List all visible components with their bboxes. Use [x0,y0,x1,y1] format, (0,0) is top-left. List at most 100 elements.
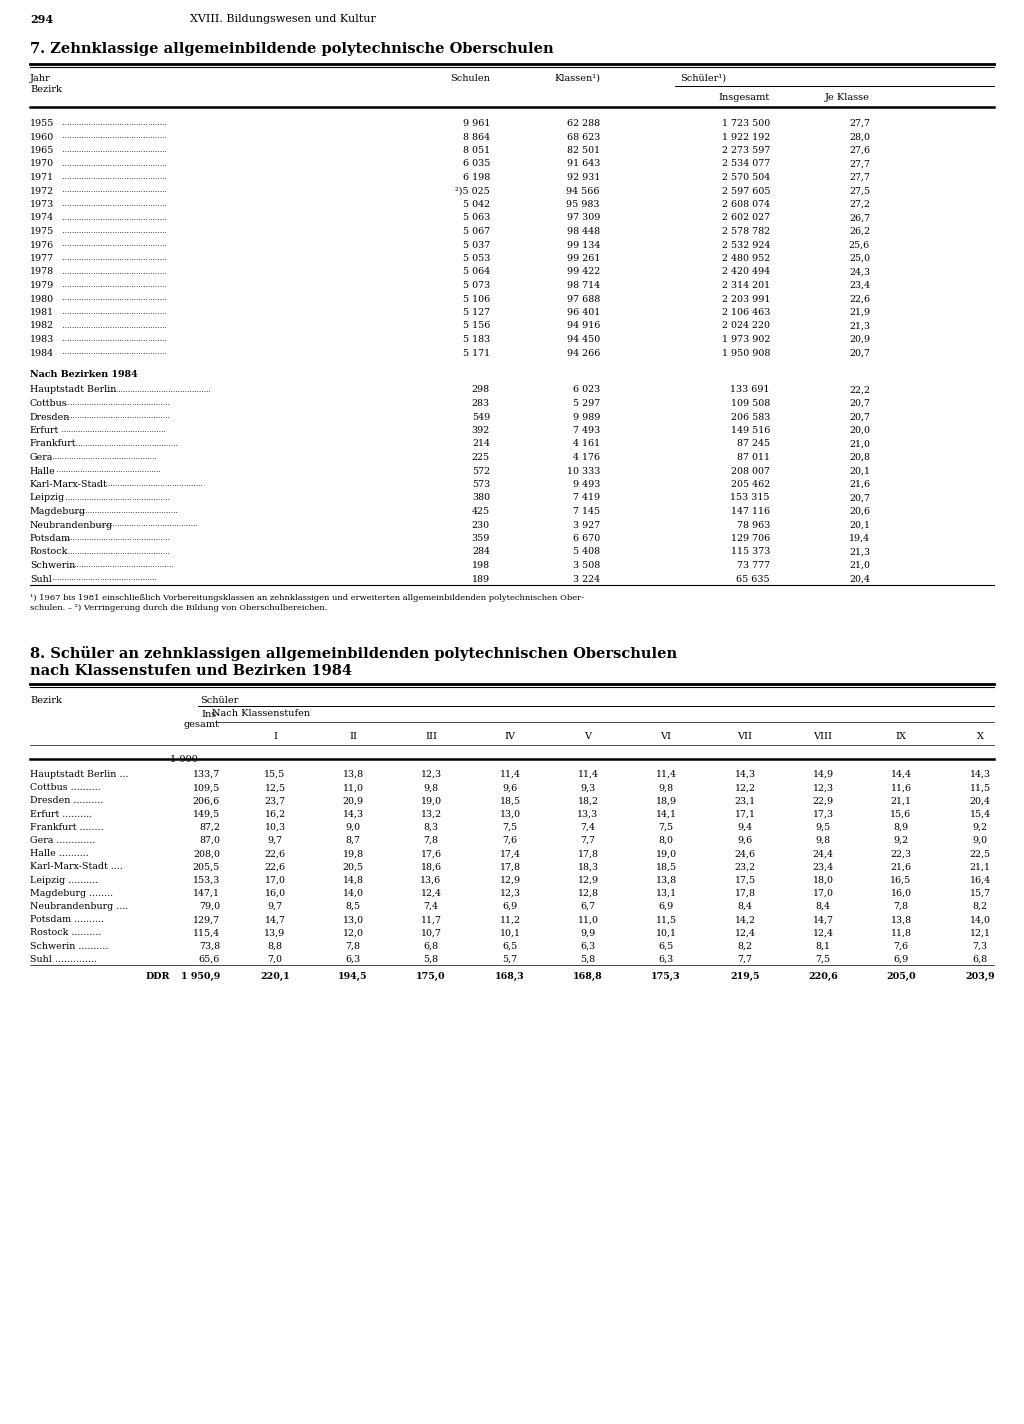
Text: 147 116: 147 116 [731,507,770,515]
Text: 20,7: 20,7 [849,399,870,409]
Text: 1977: 1977 [30,253,54,263]
Text: 1 723 500: 1 723 500 [722,120,770,128]
Text: 153 315: 153 315 [730,494,770,503]
Text: ............................................: ........................................… [60,159,167,168]
Text: 27,7: 27,7 [849,172,870,182]
Text: 9,8: 9,8 [424,783,438,792]
Text: 11,0: 11,0 [578,916,598,924]
Text: Karl-Marx-Stadt: Karl-Marx-Stadt [30,480,108,488]
Text: 194,5: 194,5 [338,973,368,981]
Text: 9,6: 9,6 [503,783,517,792]
Text: 12,3: 12,3 [500,889,520,897]
Text: 18,5: 18,5 [655,863,677,871]
Text: 22,6: 22,6 [264,863,286,871]
Text: 7,8: 7,8 [345,941,360,951]
Text: 9 493: 9 493 [572,480,600,488]
Text: 5 042: 5 042 [463,199,490,209]
Text: schulen. – ²) Verringerung durch die Bildung von Oberschulbereichen.: schulen. – ²) Verringerung durch die Bil… [30,604,328,612]
Text: Suhl ..............: Suhl .............. [30,956,97,964]
Text: 15,4: 15,4 [970,810,990,819]
Text: Dresden ..........: Dresden .......... [30,796,103,806]
Text: 94 450: 94 450 [566,335,600,345]
Text: 12,1: 12,1 [970,928,990,937]
Text: 22,9: 22,9 [812,796,834,806]
Text: 109 508: 109 508 [731,399,770,409]
Text: 8,7: 8,7 [345,836,360,844]
Text: 24,6: 24,6 [734,849,756,859]
Text: 21,6: 21,6 [891,863,911,871]
Text: 206,6: 206,6 [193,796,220,806]
Text: 19,0: 19,0 [421,796,441,806]
Text: 5 064: 5 064 [463,268,490,276]
Text: 573: 573 [472,480,490,488]
Text: 9,5: 9,5 [815,823,830,832]
Text: 7,5: 7,5 [503,823,517,832]
Text: ............................................: ........................................… [95,480,203,488]
Text: 5 073: 5 073 [463,281,490,290]
Text: 5,8: 5,8 [424,956,438,964]
Text: 1974: 1974 [30,214,54,222]
Text: 1976: 1976 [30,241,54,249]
Text: Karl-Marx-Stadt ....: Karl-Marx-Stadt .... [30,863,123,871]
Text: 12,9: 12,9 [578,876,599,884]
Text: 17,8: 17,8 [578,849,598,859]
Text: 2 578 782: 2 578 782 [722,226,770,236]
Text: 205,5: 205,5 [193,863,220,871]
Text: 10,1: 10,1 [655,928,677,937]
Text: 6,9: 6,9 [893,956,908,964]
Text: 7,3: 7,3 [973,941,987,951]
Text: 68 623: 68 623 [566,132,600,141]
Text: 7,4: 7,4 [581,823,596,832]
Text: III: III [425,732,437,740]
Text: 18,2: 18,2 [578,796,598,806]
Text: 11,4: 11,4 [578,770,598,779]
Text: 79,0: 79,0 [199,901,220,911]
Text: 2 597 605: 2 597 605 [722,187,770,195]
Text: 7,6: 7,6 [503,836,517,844]
Text: Cottbus ..........: Cottbus .......... [30,783,100,792]
Text: 17,3: 17,3 [812,810,834,819]
Text: 549: 549 [472,413,490,422]
Text: 14,3: 14,3 [342,810,364,819]
Text: 12,5: 12,5 [264,783,286,792]
Text: Ins-: Ins- [202,711,220,719]
Text: VI: VI [660,732,672,740]
Text: 5 063: 5 063 [463,214,490,222]
Text: 73,8: 73,8 [199,941,220,951]
Text: Schüler¹): Schüler¹) [680,74,726,83]
Text: 94 916: 94 916 [566,322,600,330]
Text: 21,6: 21,6 [849,480,870,488]
Text: 8,3: 8,3 [424,823,438,832]
Text: 1971: 1971 [30,172,54,182]
Text: 21,3: 21,3 [849,547,870,557]
Text: 18,9: 18,9 [655,796,677,806]
Text: 359: 359 [472,534,490,543]
Text: 11,5: 11,5 [970,783,990,792]
Text: ............................................: ........................................… [60,281,167,289]
Text: 8,4: 8,4 [737,901,753,911]
Text: 23,4: 23,4 [812,863,834,871]
Text: 5 183: 5 183 [463,335,490,345]
Text: 284: 284 [472,547,490,557]
Text: 6,3: 6,3 [345,956,360,964]
Text: 15,5: 15,5 [264,770,286,779]
Text: 298: 298 [472,386,490,394]
Text: 5 127: 5 127 [463,308,490,318]
Text: ............................................: ........................................… [60,199,167,208]
Text: 16,0: 16,0 [264,889,286,897]
Text: 5 297: 5 297 [572,399,600,409]
Text: 62 288: 62 288 [567,120,600,128]
Text: 20,7: 20,7 [849,413,870,422]
Text: 18,3: 18,3 [578,863,599,871]
Text: Bezirk: Bezirk [30,85,61,94]
Text: 283: 283 [472,399,490,409]
Text: 21,1: 21,1 [891,796,911,806]
Text: 14,3: 14,3 [970,770,990,779]
Text: 6 670: 6 670 [572,534,600,543]
Text: 6,3: 6,3 [658,956,674,964]
Text: Rostock ..........: Rostock .......... [30,928,101,937]
Text: Nach Bezirken 1984: Nach Bezirken 1984 [30,370,138,379]
Text: 6,8: 6,8 [973,956,987,964]
Text: 26,2: 26,2 [849,226,870,236]
Text: 13,8: 13,8 [655,876,677,884]
